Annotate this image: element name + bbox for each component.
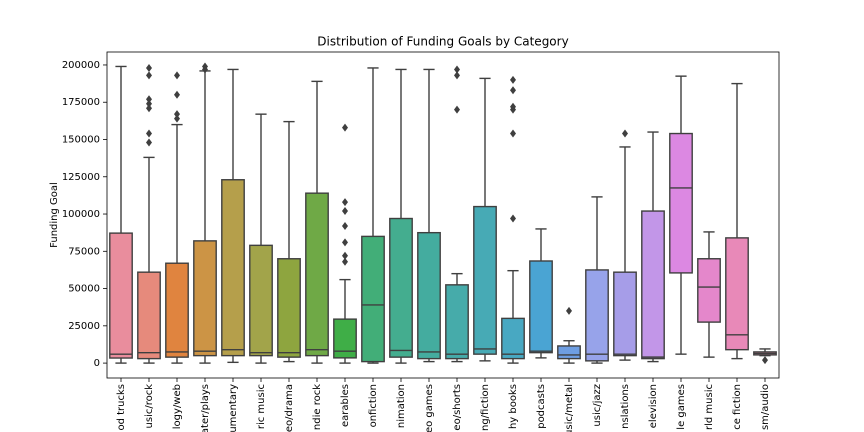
x-tick-label: ndie rock xyxy=(312,384,323,430)
x-tick-label: usic/jazz xyxy=(592,384,603,427)
box xyxy=(585,269,609,362)
box xyxy=(557,345,581,360)
x-tick-label: nimation xyxy=(396,384,407,428)
y-tick-label: 25000 xyxy=(68,321,100,332)
plot-frame xyxy=(106,51,780,379)
outlier xyxy=(454,71,460,80)
outlier xyxy=(510,129,516,138)
x-tick-label: ric music xyxy=(256,384,267,429)
outlier xyxy=(174,90,180,99)
outlier xyxy=(342,238,348,247)
outlier xyxy=(202,65,208,74)
box xyxy=(669,132,693,274)
y-tick-label: 150000 xyxy=(62,134,100,145)
outlier xyxy=(510,86,516,95)
outlier xyxy=(146,95,152,104)
outlier xyxy=(146,104,152,113)
x-tick-label: rld music xyxy=(704,384,715,430)
outlier xyxy=(454,105,460,114)
outlier xyxy=(342,251,348,260)
x-tick-label: logy/web xyxy=(172,384,183,429)
y-tick-label: 125000 xyxy=(62,172,100,183)
box xyxy=(305,192,329,357)
x-tick-label: earables xyxy=(340,384,351,427)
outlier xyxy=(146,63,152,72)
outlier xyxy=(342,207,348,216)
x-tick-label: ce fiction xyxy=(732,384,743,430)
box xyxy=(389,217,413,358)
box xyxy=(473,205,497,355)
outlier xyxy=(146,129,152,138)
outlier xyxy=(454,65,460,74)
x-tick-label: nslations xyxy=(620,384,631,429)
x-tick-label: usic/rock xyxy=(144,384,155,429)
x-tick-label: od trucks xyxy=(116,384,127,431)
box xyxy=(417,231,441,360)
x-tick-label: eo games xyxy=(424,384,435,432)
outlier xyxy=(762,356,768,365)
x-tick-label: sm/audio xyxy=(760,384,771,430)
box xyxy=(193,240,217,357)
box xyxy=(501,317,525,360)
x-tick-label: eo/shorts xyxy=(452,384,463,431)
x-tick-label: elevision xyxy=(648,384,659,428)
box xyxy=(725,237,749,351)
y-tick-label: 100000 xyxy=(62,209,100,220)
box xyxy=(613,271,637,357)
x-tick-label: le games xyxy=(676,384,687,430)
x-tick-label: eo/drama xyxy=(284,384,295,432)
y-tick-label: 75000 xyxy=(68,246,100,257)
outlier xyxy=(174,71,180,80)
box xyxy=(641,210,665,360)
outlier xyxy=(510,75,516,84)
outlier xyxy=(174,114,180,123)
outlier xyxy=(146,71,152,80)
outlier xyxy=(342,221,348,230)
x-tick-label: umentary xyxy=(228,384,239,432)
outlier xyxy=(146,138,152,147)
outlier xyxy=(342,123,348,132)
outlier xyxy=(510,105,516,114)
x-tick-label: onfiction xyxy=(368,384,379,427)
box xyxy=(165,262,189,358)
x-tick-label: ater/plays xyxy=(200,384,211,432)
outlier xyxy=(146,99,152,108)
x-tick-label: ng/fiction xyxy=(480,384,491,431)
box xyxy=(697,258,721,323)
y-tick-label: 0 xyxy=(94,358,100,369)
chart-title: Distribution of Funding Goals by Categor… xyxy=(317,35,568,49)
box xyxy=(109,232,133,359)
box xyxy=(361,235,385,363)
y-tick-label: 175000 xyxy=(62,97,100,108)
x-tick-label: podcasts xyxy=(536,384,547,429)
box xyxy=(221,179,245,357)
y-axis-label: Funding Goal xyxy=(49,182,60,248)
outlier xyxy=(510,214,516,223)
box xyxy=(137,271,161,360)
box xyxy=(333,318,357,359)
outlier xyxy=(342,257,348,266)
x-tick-label: hy books xyxy=(508,384,519,429)
x-tick-label: usic/metal xyxy=(564,384,575,432)
box xyxy=(445,284,469,360)
outlier xyxy=(342,198,348,207)
outlier xyxy=(174,110,180,119)
y-tick-label: 50000 xyxy=(68,284,100,295)
box xyxy=(249,244,273,357)
outlier xyxy=(622,129,628,138)
outlier xyxy=(566,306,572,315)
y-tick-label: 200000 xyxy=(62,60,100,71)
box xyxy=(277,258,301,358)
box xyxy=(529,260,553,354)
